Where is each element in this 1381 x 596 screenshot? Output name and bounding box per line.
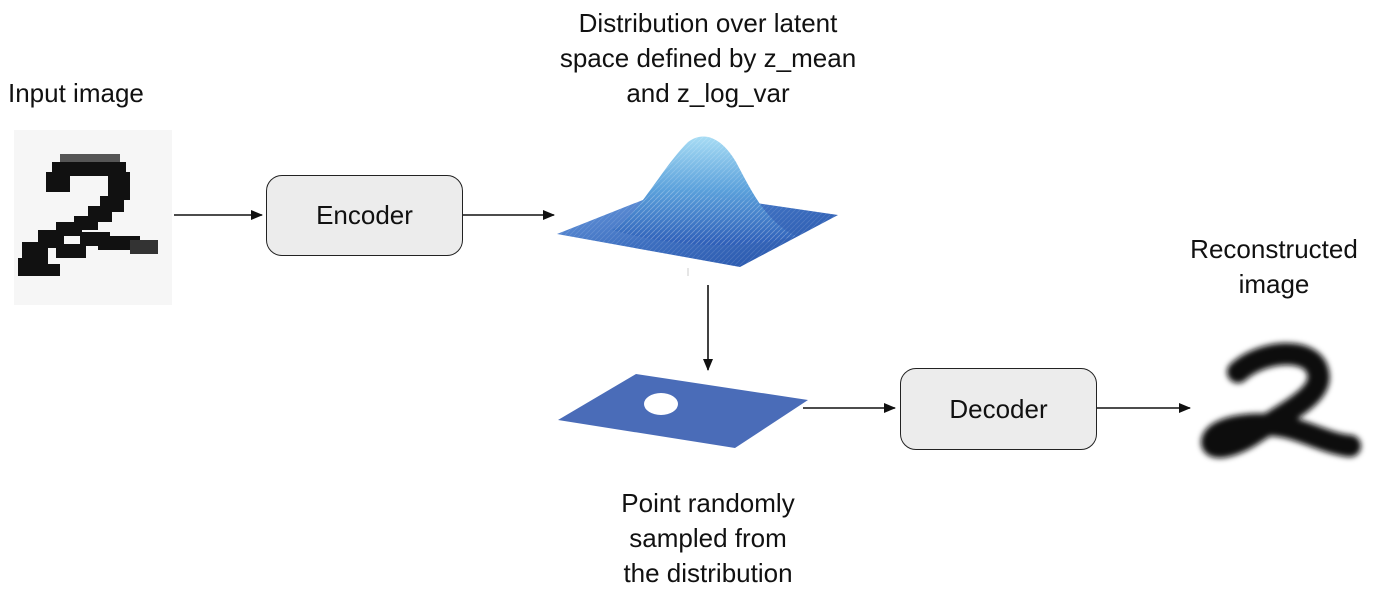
reconstructed-digit-icon	[1201, 343, 1361, 458]
decoder-box: Decoder	[900, 368, 1097, 450]
gaussian-surface-icon	[557, 136, 838, 276]
reconstructed-image-label: Reconstructed image	[1190, 234, 1358, 299]
latent-plane-icon	[558, 374, 808, 448]
point-sampled-label: Point randomly sampled from the distribu…	[621, 488, 795, 588]
encoder-box: Encoder	[266, 175, 463, 256]
input-image-label: Input image	[8, 78, 144, 108]
distribution-label: Distribution over latent space defined b…	[559, 8, 857, 108]
input-digit-icon	[14, 130, 172, 305]
sampled-point-marker	[644, 393, 678, 415]
